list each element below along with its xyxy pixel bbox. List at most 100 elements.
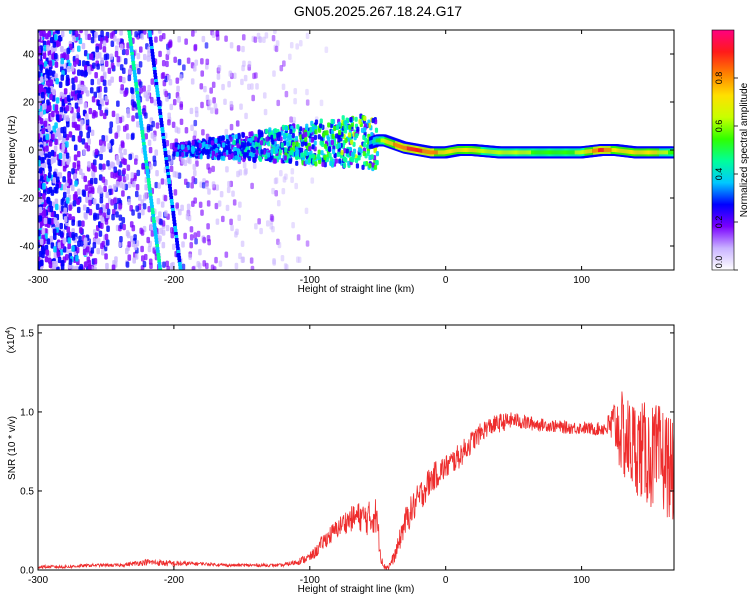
snr-x-tick-label: -300 — [28, 575, 48, 586]
streak-cell — [176, 250, 181, 254]
heatmap-noise-cell — [104, 135, 109, 142]
heatmap-noise-cell — [154, 181, 159, 189]
heatmap-noise-cell — [113, 203, 118, 210]
streak-cell — [159, 118, 163, 122]
figure-title: GN05.2025.267.18.24.G17 — [294, 3, 462, 19]
heatmap-noise-cell — [210, 107, 214, 114]
heatmap-noise-cell — [238, 201, 242, 208]
heatmap-signal-cell — [370, 154, 374, 160]
heatmap-signal-cell — [300, 152, 304, 158]
heatmap-noise-cell — [231, 190, 235, 197]
streak-cell — [162, 139, 166, 143]
heatmap-noise-cell — [146, 90, 151, 97]
streak-cell — [154, 241, 159, 245]
heatmap-noise-cell — [159, 218, 163, 226]
heatmap-signal-cell — [184, 147, 188, 153]
colorbar-tick-label: 0.0 — [714, 256, 724, 269]
heatmap-signal-cell — [291, 132, 295, 139]
heatmap-noise-cell — [50, 46, 54, 53]
heatmap-noise-cell — [79, 263, 83, 270]
heatmap-noise-cell — [142, 85, 146, 92]
heatmap-noise-cell — [293, 97, 297, 105]
heatmap-noise-cell — [65, 53, 70, 61]
heatmap-noise-cell — [98, 209, 103, 216]
heatmap-noise-cell — [47, 171, 52, 179]
heatmap-signal-cell — [338, 158, 342, 164]
snr-scale-exponent: 4 — [5, 330, 12, 334]
heatmap-signal-cell — [276, 135, 281, 141]
heatmap-noise-cell — [47, 87, 51, 94]
heatmap-noise-cell — [122, 168, 127, 175]
heatmap-noise-cell — [53, 145, 58, 152]
heatmap-noise-cell — [211, 81, 216, 88]
heatmap-noise-cell — [254, 223, 258, 230]
heatmap-noise-cell — [133, 243, 138, 251]
heatmap-noise-cell — [236, 45, 241, 52]
heatmap-noise-cell — [272, 259, 277, 266]
heatmap-noise-cell — [190, 182, 194, 189]
heatmap-noise-cell — [229, 100, 234, 108]
heatmap-noise-cell — [127, 241, 131, 248]
heatmap-signal-cell — [335, 133, 339, 139]
spectrogram-x-tick-label: -200 — [164, 275, 184, 286]
heatmap-noise-cell — [319, 99, 324, 107]
heatmap-noise-cell — [99, 153, 103, 161]
heatmap-noise-cell — [295, 256, 300, 263]
heatmap-noise-cell — [154, 36, 158, 43]
heatmap-noise-cell — [198, 248, 202, 256]
streak-cell — [176, 247, 180, 251]
heatmap-noise-cell — [131, 209, 135, 216]
streak-cell — [154, 238, 159, 242]
heatmap-signal-cell — [328, 152, 332, 158]
streak-cell — [150, 208, 155, 212]
heatmap-noise-cell — [243, 74, 248, 82]
heatmap-noise-cell — [125, 230, 130, 237]
heatmap-noise-cell — [276, 99, 281, 107]
heatmap-noise-cell — [158, 211, 162, 218]
heatmap-signal-cell — [254, 136, 258, 142]
streak-cell — [141, 136, 145, 140]
streak-cell — [167, 178, 171, 182]
streak-cell — [168, 190, 173, 194]
heatmap-noise-cell — [92, 159, 97, 166]
heatmap-noise-cell — [205, 58, 210, 65]
heatmap-noise-cell — [241, 45, 245, 53]
heatmap-noise-cell — [294, 182, 298, 190]
heatmap-noise-cell — [112, 208, 116, 216]
heatmap-noise-cell — [289, 116, 293, 123]
streak-cell — [155, 91, 160, 95]
heatmap-noise-cell — [43, 61, 48, 68]
heatmap-noise-cell — [110, 171, 114, 179]
heatmap-noise-cell — [142, 30, 147, 35]
heatmap-noise-cell — [102, 40, 107, 47]
heatmap-noise-cell — [104, 95, 109, 103]
heatmap-noise-cell — [86, 132, 91, 139]
snr-scale-suffix: ) — [6, 327, 17, 330]
heatmap-noise-cell — [39, 117, 44, 125]
heatmap-noise-cell — [227, 81, 231, 88]
heatmap-noise-cell — [171, 243, 176, 250]
heatmap-noise-cell — [66, 226, 71, 233]
streak-cell — [146, 175, 150, 179]
heatmap-noise-cell — [166, 265, 170, 270]
heatmap-noise-cell — [121, 217, 126, 224]
heatmap-noise-cell — [192, 65, 197, 72]
streak-cell — [159, 121, 164, 125]
heatmap-noise-cell — [263, 108, 268, 116]
heatmap-signal-cell — [248, 155, 252, 162]
heatmap-signal-cell — [359, 148, 363, 154]
heatmap-noise-cell — [56, 251, 61, 259]
heatmap-noise-cell — [79, 97, 83, 105]
heatmap-noise-cell — [324, 46, 329, 53]
heatmap-noise-cell — [87, 33, 92, 41]
heatmap-signal-cell — [271, 139, 275, 145]
heatmap-signal-cell — [313, 134, 318, 141]
streak-cell — [164, 154, 168, 158]
heatmap-noise-cell — [51, 260, 56, 268]
heatmap-noise-cell — [65, 141, 69, 148]
heatmap-signal-cell — [337, 142, 342, 148]
heatmap-noise-cell — [109, 121, 114, 128]
heatmap-noise-cell — [130, 172, 135, 179]
streak-cell — [148, 190, 152, 194]
